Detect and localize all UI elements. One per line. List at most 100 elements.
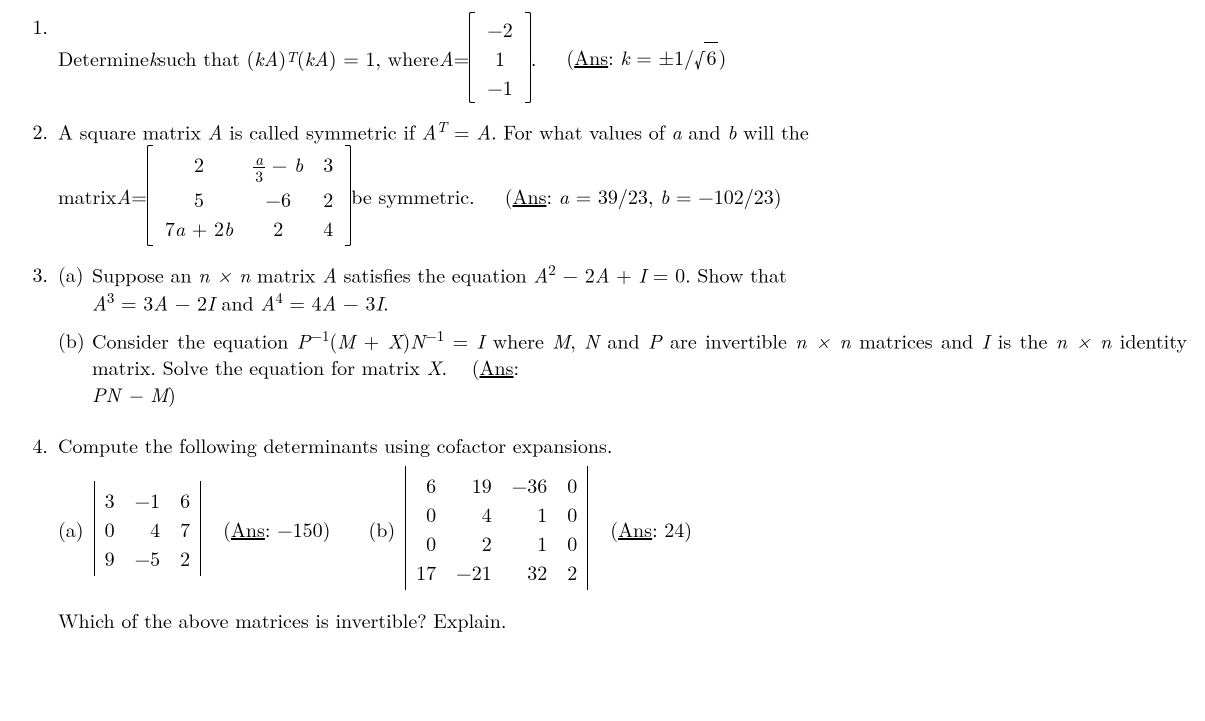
- det-entry: 0: [406, 499, 446, 528]
- det-entry: 32: [502, 557, 558, 586]
- ans-label: Ans: [618, 514, 652, 543]
- text: = −102/23): [669, 181, 781, 210]
- text: .: [383, 288, 389, 317]
- var-I: I: [375, 288, 383, 317]
- text: : −150): [265, 514, 331, 543]
- det-entry: 4: [446, 499, 502, 528]
- text: matrix: [58, 182, 116, 209]
- var-k: k: [149, 44, 158, 71]
- mat-entry: 2: [243, 213, 313, 242]
- var-P: P: [648, 325, 662, 354]
- column-vector: −2 1 −1: [469, 12, 531, 103]
- text: Compute the following determinants using…: [58, 431, 1187, 458]
- sqrt-icon: √: [694, 43, 704, 74]
- text: :: [514, 352, 520, 381]
- text: . For what values of: [491, 117, 671, 146]
- answer: (Ans: −150): [223, 515, 330, 542]
- var-A: A: [92, 288, 107, 317]
- text: will the: [737, 117, 809, 146]
- var-A: A: [533, 260, 548, 289]
- var-k: k: [620, 42, 629, 71]
- mat-entry: 4: [313, 213, 343, 242]
- text: .: [531, 44, 537, 71]
- text: =: [444, 325, 476, 354]
- problem-body: A square matrix A is called symmetric if…: [58, 117, 1187, 246]
- var-A: A: [595, 260, 610, 289]
- text: are invertible: [662, 325, 796, 354]
- text: ): [718, 42, 726, 71]
- text: Suppose an: [92, 260, 198, 289]
- text: satisfies the equation: [337, 260, 533, 289]
- text: − 2: [168, 288, 207, 317]
- sub-list: (a) Suppose an n × n matrix A satisfies …: [58, 260, 1187, 407]
- var-M: M: [337, 325, 355, 354]
- det-entry: 0: [95, 514, 125, 543]
- det-entry: −5: [125, 543, 171, 572]
- text: is the: [989, 325, 1055, 354]
- var-A: A: [153, 288, 168, 317]
- sub-a: (a) Suppose an n × n matrix A satisfies …: [58, 260, 1187, 315]
- var-N: N: [410, 325, 425, 354]
- det-entry: 0: [557, 528, 587, 557]
- var-A: A: [208, 117, 223, 146]
- var-A: A: [422, 117, 437, 146]
- det-entry: 7: [170, 514, 200, 543]
- var-kA: kA: [254, 44, 278, 71]
- mat-entry: 2: [313, 184, 343, 213]
- text: ) = 1, where: [329, 44, 439, 71]
- text: where: [484, 325, 552, 354]
- sub-number: (b): [58, 326, 92, 408]
- text: = ±1/: [630, 42, 694, 71]
- text: and: [215, 288, 261, 317]
- var-A: A: [322, 260, 337, 289]
- text: +: [610, 260, 639, 289]
- vec-entry: 1: [477, 43, 523, 72]
- problem-body: Compute the following determinants using…: [58, 431, 1187, 633]
- text: matrices and: [859, 325, 981, 354]
- text: A square matrix: [58, 117, 208, 146]
- sub-number: (a): [58, 515, 84, 542]
- text: :: [547, 181, 559, 210]
- mat-entry: 5: [155, 184, 243, 213]
- vec-entry: −2: [477, 14, 523, 43]
- text: Determine: [58, 44, 149, 71]
- det-entry: −21: [446, 557, 502, 586]
- det-entry: 4: [125, 514, 171, 543]
- text: − 2: [556, 260, 595, 289]
- determinant: 3 −1 6 0 4 7 9 −5 2: [94, 481, 202, 576]
- var-X: X: [427, 352, 442, 381]
- sub-body: Suppose an n × n matrix A satisfies the …: [92, 260, 1187, 315]
- sub-body: Consider the equation P−1(M + X)N−1 = I …: [92, 326, 1187, 408]
- problem-4: 4. Compute the following determinants us…: [18, 431, 1187, 633]
- problem-1: 1. Determine k such that ( kA )T ( kA ) …: [18, 12, 1187, 103]
- problem-list: 1. Determine k such that ( kA )T ( kA ) …: [18, 12, 1187, 633]
- line: A square matrix A is called symmetric if…: [58, 117, 1187, 145]
- var-a: a: [559, 181, 569, 210]
- var-M: M: [552, 325, 570, 354]
- var-a: a: [672, 117, 682, 146]
- det-entry: 9: [95, 543, 125, 572]
- text: such that (: [158, 44, 254, 71]
- text: be symmetric.: [351, 182, 474, 209]
- problem-2: 2. A square matrix A is called symmetric…: [18, 117, 1187, 246]
- var-nxn: n × n: [198, 260, 250, 289]
- ans-label: Ans: [513, 181, 547, 210]
- text: = 3: [114, 288, 153, 317]
- var-N: N: [584, 325, 599, 354]
- text: (: [297, 44, 305, 71]
- text: − 3: [337, 288, 376, 317]
- ans-label: Ans: [231, 514, 265, 543]
- sup: −1: [310, 325, 329, 346]
- var-b: b: [660, 181, 669, 210]
- det-entry: 0: [406, 528, 446, 557]
- var-A: A: [260, 288, 275, 317]
- text: : 24): [652, 514, 692, 543]
- mat-entry: 3: [313, 149, 343, 185]
- sub-b: (b) Consider the equation P−1(M + X)N−1 …: [58, 326, 1187, 408]
- det-entry: 2: [557, 557, 587, 586]
- det-entry: −36: [502, 470, 558, 499]
- superscript-T: T: [437, 116, 448, 137]
- det-a: (a) 3 −1 6 0 4 7 9 −5 2: [58, 481, 330, 576]
- followup-question: Which of the above matrices is invertibl…: [58, 606, 1187, 633]
- sup: 4: [275, 287, 283, 308]
